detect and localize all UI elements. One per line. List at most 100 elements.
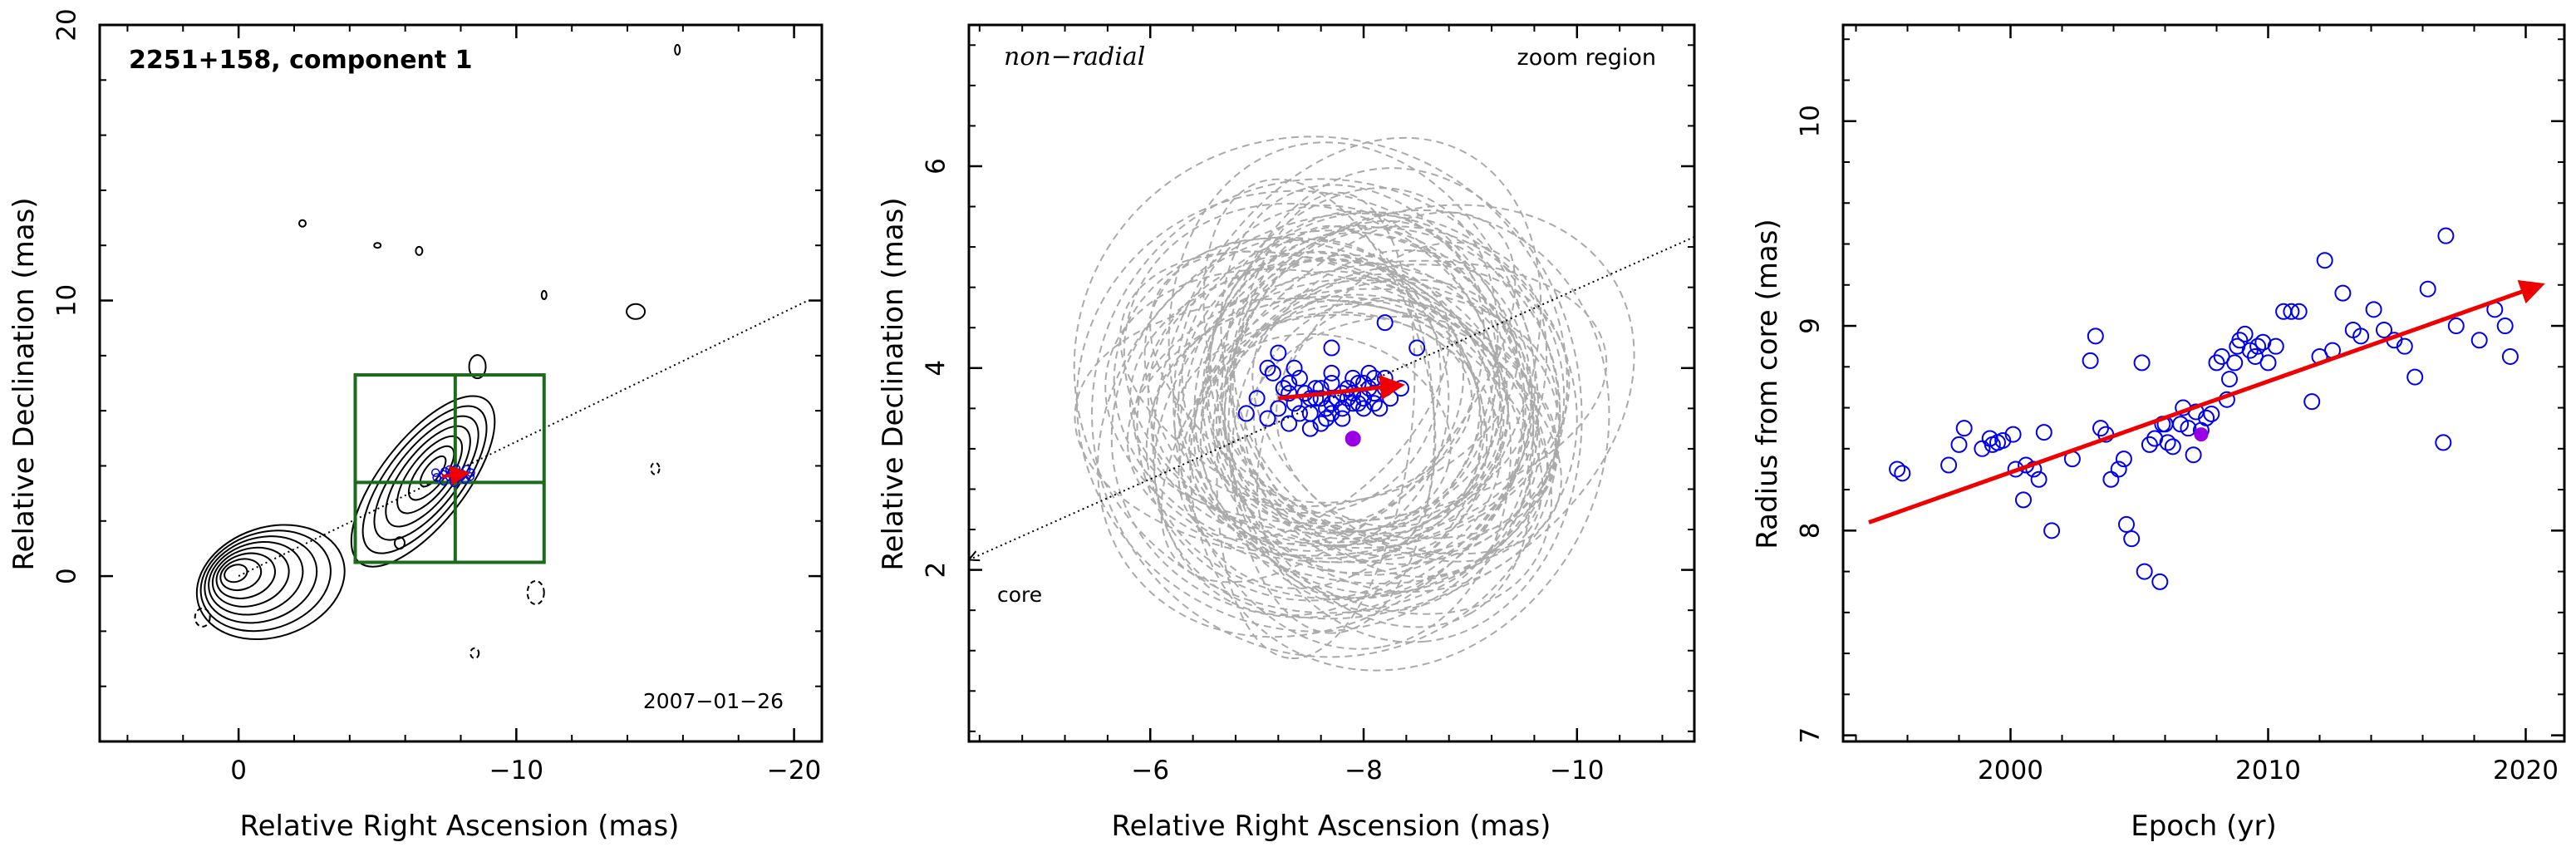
data-point [2015, 491, 2032, 509]
data-point [2118, 515, 2135, 533]
linear-fit-arrow [1868, 279, 2545, 524]
data-point [2259, 354, 2277, 372]
panel-2-xlabel: Relative Right Ascension (mas) [1112, 810, 1551, 843]
error-ellipse [1256, 241, 1548, 599]
error-ellipse [1202, 231, 1525, 576]
data-point [1950, 436, 1968, 453]
data-point [2092, 420, 2109, 437]
data-point [1237, 405, 1255, 422]
negative-contour [526, 579, 545, 605]
motion-trend-arrow [1278, 375, 1405, 401]
isolated-contour [393, 536, 406, 550]
y-tick-label: 4 [922, 360, 951, 377]
x-tick-label: −10 [1550, 756, 1604, 786]
data-point [2334, 284, 2352, 302]
data-point [2110, 460, 2127, 478]
error-ellipse [1110, 229, 1526, 618]
error-ellipse [1193, 226, 1561, 594]
panel-2-frame [967, 23, 1696, 743]
data-point [1259, 410, 1276, 427]
data-point [1312, 415, 1330, 432]
data-point [2226, 354, 2244, 372]
error-ellipse [1207, 210, 1498, 540]
data-point [2283, 303, 2300, 320]
error-ellipse [1160, 211, 1517, 584]
error-ellipse [1177, 273, 1451, 540]
data-point [1323, 395, 1340, 412]
data-point [1286, 359, 1303, 377]
data-point [1355, 400, 1373, 417]
data-point [1376, 314, 1394, 332]
data-point [1376, 369, 1394, 387]
error-ellipse [1189, 209, 1610, 672]
jet-axis-line [238, 299, 809, 577]
data-point [2180, 420, 2197, 437]
zoom-region-box [353, 373, 546, 564]
error-ellipse [1178, 187, 1499, 589]
error-ellipse [1231, 249, 1533, 599]
data-point [2043, 522, 2061, 539]
panel-2-ylabel: Relative Declination (mas) [877, 197, 910, 570]
data-point [1264, 364, 1281, 382]
data-point [1259, 359, 1276, 377]
x-tick-label: 2020 [2493, 756, 2559, 786]
negative-contour [650, 461, 661, 475]
error-ellipse [1251, 299, 1544, 563]
data-point [1345, 395, 1362, 412]
data-point [1323, 339, 1340, 357]
panel-3-frame [1841, 23, 2566, 743]
panel-2-axes: −6 −8 −10 2 4 6 [922, 25, 1694, 786]
error-ellipse [1181, 238, 1442, 515]
data-point [1312, 390, 1330, 407]
data-point [2447, 318, 2465, 335]
data-point [2141, 436, 2158, 453]
data-point [2376, 321, 2392, 338]
jet-contour [373, 415, 479, 541]
panel-2-region-label: zoom region [1517, 45, 1656, 71]
jet-contour [419, 455, 447, 488]
data-point [1323, 405, 1340, 422]
x-tick-label: −20 [767, 756, 821, 786]
panel-1-ylabel: Relative Declination (mas) [7, 197, 41, 570]
error-ellipse [1212, 263, 1571, 549]
isolated-contour [540, 289, 548, 300]
y-tick-label: 10 [1796, 105, 1826, 137]
data-point [2035, 424, 2052, 441]
core-contour [215, 552, 276, 599]
data-point [1323, 364, 1340, 382]
core-contour [208, 540, 304, 616]
error-ellipse [1253, 298, 1505, 543]
current-epoch-point [2194, 427, 2209, 442]
data-point [2316, 252, 2333, 269]
panel-1-date-label: 2007−01−26 [643, 689, 784, 713]
core-contour [211, 546, 290, 608]
data-point [1270, 344, 1287, 362]
error-ellipse [1147, 259, 1509, 544]
isolated-contour [415, 245, 424, 256]
data-point [2025, 460, 2043, 478]
y-tick-label: 10 [52, 284, 82, 317]
component-motion-arrow [441, 465, 470, 485]
isolated-contour [373, 242, 382, 249]
data-point [1955, 420, 1973, 437]
data-point [1281, 415, 1298, 432]
panel-1-axes: 0 −10 −20 0 10 20 [52, 8, 822, 786]
y-tick-label: 0 [52, 568, 82, 584]
data-point [2231, 332, 2249, 349]
panel-1-xlabel: Relative Right Ascension (mas) [240, 810, 680, 843]
error-ellipse [1126, 288, 1558, 557]
data-point [2159, 434, 2176, 451]
data-point [1318, 400, 1335, 417]
error-ellipse [1075, 190, 1535, 633]
data-point [1301, 420, 1319, 437]
core-contour [219, 558, 263, 592]
error-ellipse [1217, 258, 1531, 628]
data-point [1281, 385, 1298, 402]
panel-2-plot-area [969, 135, 1694, 672]
data-point [1974, 440, 1991, 457]
isolated-contour [626, 303, 646, 320]
data-point [2396, 337, 2413, 355]
data-point [1408, 339, 1426, 357]
data-point [2303, 393, 2321, 411]
data-point [2236, 325, 2254, 342]
